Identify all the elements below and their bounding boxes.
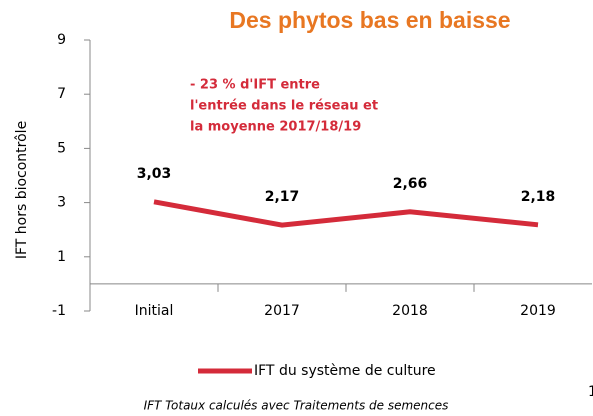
x-tick-label: 2017 — [264, 303, 300, 319]
annotation: la moyenne 2017/18/19 — [190, 120, 361, 135]
x-tick-label: 2019 — [520, 303, 556, 319]
chart-title: Des phytos bas en baisse — [229, 7, 510, 33]
y-tick-label: 9 — [57, 32, 66, 48]
y-axis-label: IFT hors biocontrôle — [14, 121, 30, 259]
x-tick-label: 2018 — [392, 303, 428, 319]
footnote: IFT Totaux calculés avec Traitements de … — [144, 399, 449, 413]
data-label: 2,18 — [521, 189, 556, 205]
x-tick-label: Initial — [135, 303, 174, 319]
y-tick-label: 7 — [57, 86, 66, 102]
y-tick-label: 5 — [57, 140, 66, 156]
annotation: - 23 % d'IFT entre — [190, 78, 320, 93]
page-number: 1 — [588, 384, 593, 400]
data-label: 3,03 — [137, 166, 172, 182]
y-tick-label: -1 — [52, 303, 66, 319]
data-label: 2,66 — [393, 176, 428, 192]
y-tick-label: 1 — [57, 249, 66, 265]
annotation: l'entrée dans le réseau et — [190, 99, 378, 114]
data-label: 2,17 — [265, 189, 300, 205]
y-tick-label: 3 — [57, 195, 66, 211]
legend-label: IFT du système de culture — [254, 363, 436, 379]
line-series — [153, 199, 539, 228]
